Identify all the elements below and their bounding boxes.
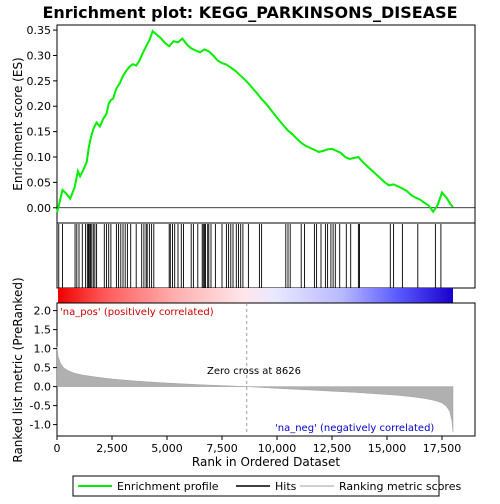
hit-markers [58,224,442,288]
zero-cross-label: Zero cross at 8626 [207,366,301,377]
metric-y-tick-label: 2.0 [34,305,52,318]
metric-y-tick-label: 1.5 [34,324,52,337]
metric-plot-frame [56,302,476,437]
es-y-tick-label: 0.10 [27,151,52,164]
enrichment-profile-line [56,29,454,214]
pos-correlated-label: 'na_pos' (positively correlated) [60,307,214,318]
legend-enrichment-label: Enrichment profile [117,480,219,493]
es-y-axis: 0.00 0.05 0.10 0.15 0.20 0.25 0.30 0.35 [27,24,57,215]
metric-y-tick-label: -0.5 [30,400,51,413]
metric-y-tick-label: -1.0 [30,419,51,432]
metric-y-tick-label: 0.0 [34,381,52,394]
legend-metric-label: Ranking metric scores [339,480,461,493]
x-axis-label: Rank in Ordered Dataset [192,455,340,469]
x-tick-label: 17,500 [423,442,462,455]
rank-color-bar [58,288,453,303]
rank-gradient [58,288,453,303]
x-tick-label: 15,000 [368,442,407,455]
es-y-tick-label: 0.30 [27,49,52,62]
hits-frame [56,222,476,289]
es-plot-frame [56,24,476,224]
metric-y-axis: -1.0 -0.5 0.0 0.5 1.0 1.5 2.0 [30,305,57,432]
es-y-tick-label: 0.35 [27,24,52,37]
x-tick-label: 5,000 [151,442,183,455]
es-y-tick-label: 0.15 [27,126,52,139]
metric-y-axis-label: Ranked list metric (PreRanked) [11,277,25,462]
ranking-metric-area [56,346,454,433]
es-y-tick-label: 0.25 [27,75,52,88]
metric-y-tick-label: 0.5 [34,362,52,375]
x-tick-label: 2,500 [96,442,128,455]
legend: Enrichment profile Hits Ranking metric s… [72,475,461,497]
es-y-tick-label: 0.20 [27,100,52,113]
x-tick-label: 10,000 [258,442,297,455]
x-tick-label: 0 [54,442,61,455]
x-tick-label: 12,500 [313,442,352,455]
legend-hits-label: Hits [275,480,297,493]
metric-panel: -1.0 -0.5 0.0 0.5 1.0 1.5 2.0 Zero cross at 86… [11,277,476,463]
neg-correlated-label: 'na_neg' (negatively correlated) [275,423,434,434]
hits-panel [56,222,476,289]
es-y-tick-label: 0.05 [27,176,52,189]
chart-title: Enrichment plot: KEGG_PARKINSONS_DISEASE [42,3,457,22]
x-tick-label: 7,500 [206,442,238,455]
x-axis: 0 2,500 5,000 7,500 10,000 12,500 15,000 17,500 [54,436,462,455]
es-y-axis-label: Enrichment score (ES) [11,57,25,190]
metric-y-tick-label: 1.0 [34,343,52,356]
es-panel: 0.00 0.05 0.10 0.15 0.20 0.25 0.30 0.35 Enrichm… [11,24,476,224]
es-y-tick-label: 0.00 [27,202,52,215]
